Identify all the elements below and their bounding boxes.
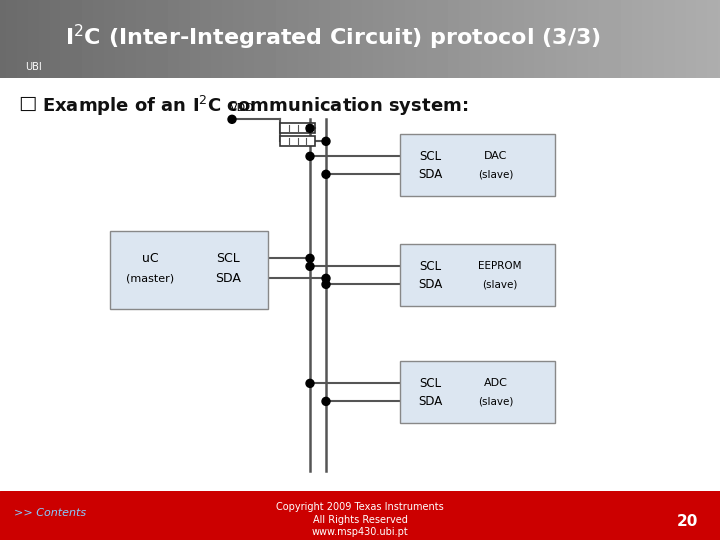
Text: uC: uC xyxy=(142,252,158,265)
Bar xyxy=(400,134,555,197)
Bar xyxy=(110,231,268,309)
Circle shape xyxy=(306,124,314,132)
Text: (master): (master) xyxy=(126,273,174,284)
Text: VDD: VDD xyxy=(230,103,255,113)
Text: (slave): (slave) xyxy=(478,170,513,179)
Text: SCL: SCL xyxy=(419,377,441,390)
Bar xyxy=(400,361,555,423)
Text: Copyright 2009 Texas Instruments: Copyright 2009 Texas Instruments xyxy=(276,502,444,512)
Circle shape xyxy=(306,262,314,271)
Text: EEPROM: EEPROM xyxy=(478,261,522,271)
Text: www.msp430.ubi.pt: www.msp430.ubi.pt xyxy=(312,527,408,537)
Circle shape xyxy=(228,116,236,123)
Circle shape xyxy=(306,380,314,387)
Text: SDA: SDA xyxy=(215,272,241,285)
Text: ADC: ADC xyxy=(484,379,508,388)
Bar xyxy=(400,244,555,306)
Text: (slave): (slave) xyxy=(478,396,513,407)
Text: I$^2$C (Inter-Integrated Circuit) protocol (3/3): I$^2$C (Inter-Integrated Circuit) protoc… xyxy=(65,23,601,52)
Text: SCL: SCL xyxy=(419,260,441,273)
Text: SCL: SCL xyxy=(216,252,240,265)
Circle shape xyxy=(322,170,330,178)
Circle shape xyxy=(322,137,330,145)
Text: UBI: UBI xyxy=(25,62,42,72)
Bar xyxy=(280,123,315,133)
Text: 20: 20 xyxy=(677,514,698,529)
Circle shape xyxy=(322,397,330,406)
Text: SDA: SDA xyxy=(418,168,442,181)
Text: SDA: SDA xyxy=(418,278,442,291)
Circle shape xyxy=(322,274,330,282)
Text: Example of an I$^2$C communication system:: Example of an I$^2$C communication syste… xyxy=(42,94,468,118)
Text: (slave): (slave) xyxy=(482,279,518,289)
Text: □: □ xyxy=(18,94,37,113)
Text: DAC: DAC xyxy=(485,151,508,161)
Text: SDA: SDA xyxy=(418,395,442,408)
Circle shape xyxy=(306,254,314,262)
Circle shape xyxy=(306,152,314,160)
Circle shape xyxy=(322,280,330,288)
Bar xyxy=(280,136,315,146)
Text: SCL: SCL xyxy=(419,150,441,163)
Text: All Rights Reserved: All Rights Reserved xyxy=(312,515,408,524)
Text: >> Contents: >> Contents xyxy=(14,508,86,518)
